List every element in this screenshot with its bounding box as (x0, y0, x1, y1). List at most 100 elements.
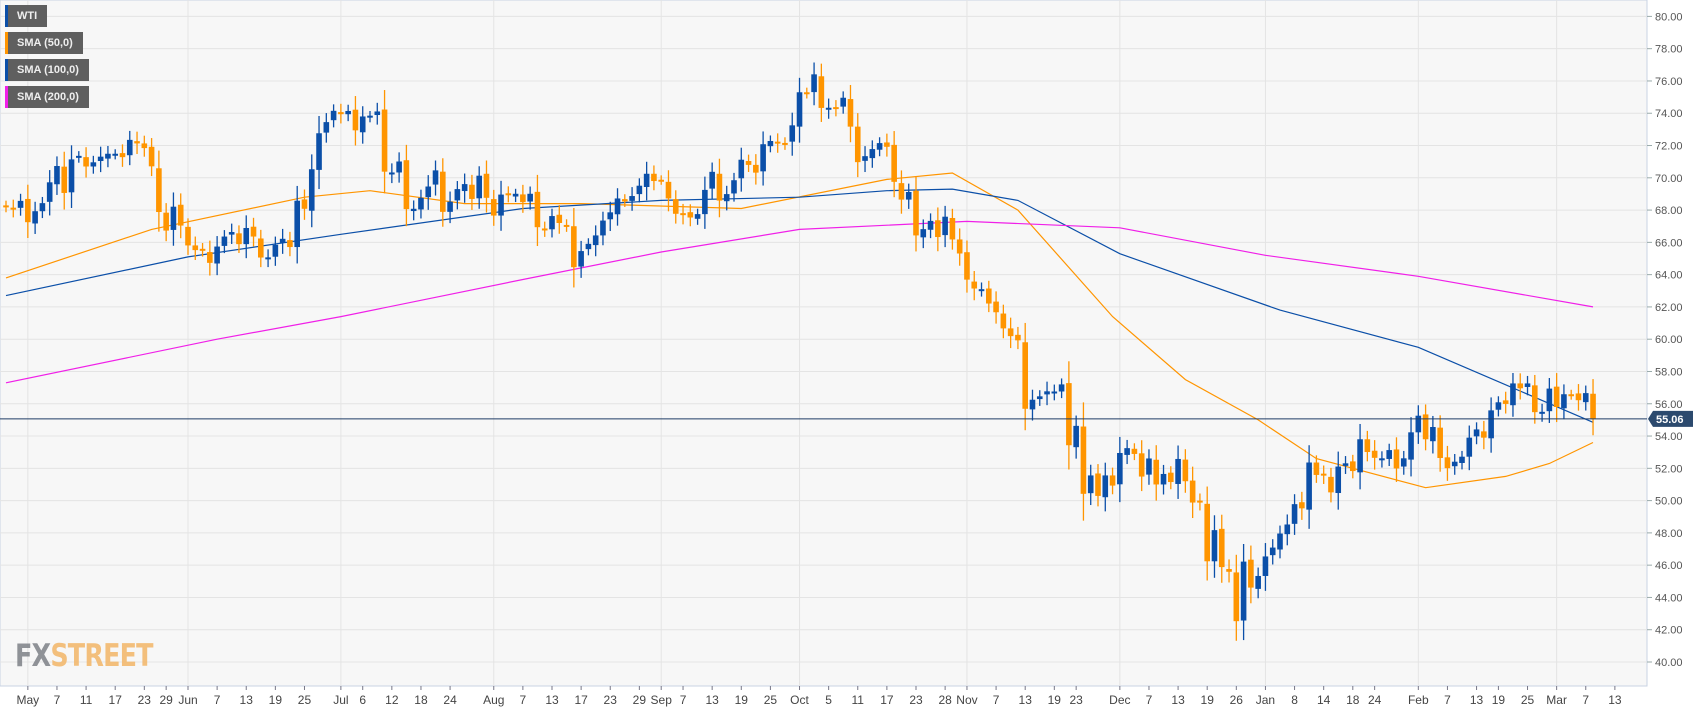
x-tick-label: 7 (1146, 693, 1153, 707)
candle (367, 110, 373, 123)
candle-body (134, 141, 140, 144)
candle-body (1517, 383, 1524, 389)
candle (614, 188, 621, 226)
x-tick-label: 23 (138, 693, 152, 707)
candle-body (767, 141, 774, 147)
candle-body (1277, 533, 1283, 550)
candle (1080, 402, 1087, 521)
candle-body (796, 92, 803, 127)
x-tick-label: Jan (1256, 693, 1275, 707)
candle (854, 113, 861, 178)
candle (1168, 466, 1174, 490)
x-tick-label: 7 (993, 693, 1000, 707)
candle (745, 154, 752, 172)
candle (447, 191, 453, 224)
candle-body (993, 301, 999, 313)
candle-body (1430, 427, 1436, 442)
candle (782, 137, 788, 150)
candle-body (243, 227, 250, 245)
x-tick-label: Jun (178, 693, 197, 707)
candle (10, 199, 17, 218)
candle (964, 240, 970, 293)
candle-body (629, 196, 635, 201)
legend-item-sma100[interactable]: SMA (100,0) (5, 59, 89, 81)
y-tick-label: 74.00 (1655, 108, 1683, 120)
candle (738, 147, 745, 192)
candle-body (905, 192, 912, 200)
fxstreet-logo: FXSTREET (15, 638, 154, 674)
x-tick-label: 18 (414, 693, 428, 707)
x-tick-label: 18 (1346, 693, 1360, 707)
candle-body (483, 173, 490, 198)
candle (753, 154, 759, 185)
candle (228, 223, 235, 244)
candle (32, 201, 38, 234)
candle-body (1524, 383, 1531, 387)
candle-body (221, 236, 228, 246)
candle-body (1481, 431, 1487, 438)
candle-body (381, 109, 388, 172)
candle (294, 185, 300, 264)
x-tick-label: 25 (298, 693, 312, 707)
candle (1444, 445, 1451, 481)
candle-body (105, 153, 111, 159)
candle (301, 189, 308, 220)
x-tick-label: May (17, 693, 40, 707)
candle-body (1415, 415, 1422, 433)
candle (1408, 417, 1414, 477)
candle-body (1248, 559, 1254, 588)
candle-body (359, 116, 366, 133)
legend-item-sma50[interactable]: SMA (50,0) (5, 32, 83, 54)
candle-body (258, 238, 264, 258)
candle (258, 229, 264, 268)
legend-item-wti[interactable]: WTI (5, 5, 48, 27)
candle-body (1539, 411, 1545, 414)
candle (1328, 467, 1334, 503)
candle-body (1000, 313, 1007, 329)
candle (1481, 420, 1487, 450)
candle-body (1255, 575, 1261, 589)
candle (956, 228, 963, 266)
candle (971, 271, 978, 301)
candle (54, 156, 60, 195)
candle-body (1124, 448, 1130, 455)
candle (927, 213, 934, 239)
candle (534, 174, 541, 247)
candle-body (308, 169, 315, 211)
candle-body (745, 161, 752, 165)
sma-line-500 (5, 172, 1594, 489)
candle (1197, 493, 1203, 511)
candle-body (1204, 503, 1210, 562)
candle (316, 116, 322, 190)
chart-legend: WTI SMA (50,0) SMA (100,0) SMA (200,0) (5, 5, 89, 113)
candle (243, 215, 250, 259)
candle (61, 151, 68, 210)
y-tick-label: 46.00 (1655, 560, 1683, 572)
candle (272, 236, 279, 266)
candle (607, 201, 614, 232)
candle-body (1451, 461, 1458, 467)
candle (1095, 464, 1101, 507)
candle (1459, 450, 1465, 470)
candle-body (1218, 528, 1225, 568)
x-tick-label: Oct (790, 693, 809, 707)
candle (323, 113, 330, 143)
candle-body (862, 156, 868, 161)
candle-body (1117, 452, 1123, 485)
x-tick-label: 13 (1171, 693, 1185, 707)
candle (46, 170, 53, 216)
y-tick-label: 42.00 (1655, 625, 1683, 637)
candle (1546, 377, 1553, 423)
candle (680, 203, 686, 225)
legend-swatch (5, 32, 8, 54)
candle (1146, 449, 1152, 485)
candle-body (1466, 437, 1473, 457)
legend-item-sma200[interactable]: SMA (200,0) (5, 86, 89, 108)
candle (702, 176, 708, 229)
candle (3, 200, 9, 213)
y-tick-label: 66.00 (1655, 237, 1683, 249)
x-tick-label: 13 (545, 693, 559, 707)
candle (461, 173, 468, 203)
legend-label: WTI (17, 10, 38, 22)
candle-body (214, 246, 220, 264)
